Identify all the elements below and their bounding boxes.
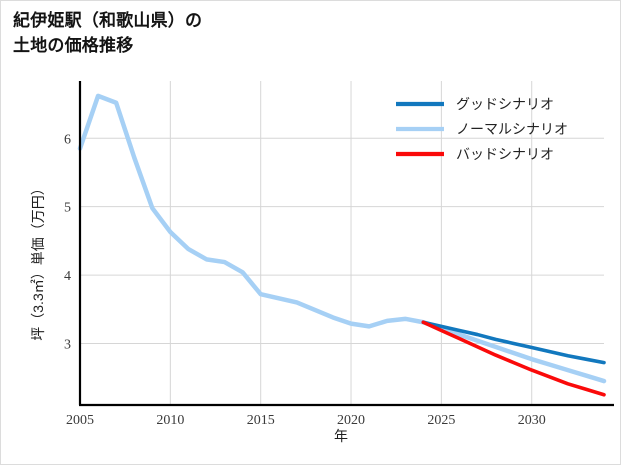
y-tick-label: 5: [64, 201, 71, 216]
legend-label: バッドシナリオ: [456, 148, 554, 163]
x-tick-label: 2030: [518, 413, 546, 428]
y-axis-tick-labels: 3 4 5 6: [64, 132, 71, 352]
series-line: [77, 93, 607, 384]
x-tick-label: 2015: [247, 413, 275, 428]
legend-label: グッドシナリオ: [456, 97, 554, 113]
x-tick-label: 2025: [427, 413, 455, 428]
series-line: [421, 320, 606, 365]
legend-label: ノーマルシナリオ: [456, 123, 568, 138]
y-tick-label: 4: [64, 269, 71, 284]
page-title: 紀伊姫駅（和歌山県）の 土地の価格推移: [13, 11, 203, 55]
y-tick-label: 6: [64, 132, 71, 147]
series-line: [421, 320, 606, 397]
series-lines: [77, 93, 607, 397]
x-axis-title: 年: [334, 428, 348, 444]
axis-lines: [78, 81, 614, 407]
x-axis-tick-labels: 2005 2010 2015 2020 2025 2030: [66, 413, 546, 428]
y-axis-title: 坪（3.3㎡）単価（万円）: [30, 181, 46, 340]
x-tick-label: 2010: [156, 413, 184, 428]
y-tick-label: 3: [64, 337, 71, 352]
x-tick-label: 2005: [66, 413, 94, 428]
x-tick-label: 2020: [337, 413, 365, 428]
